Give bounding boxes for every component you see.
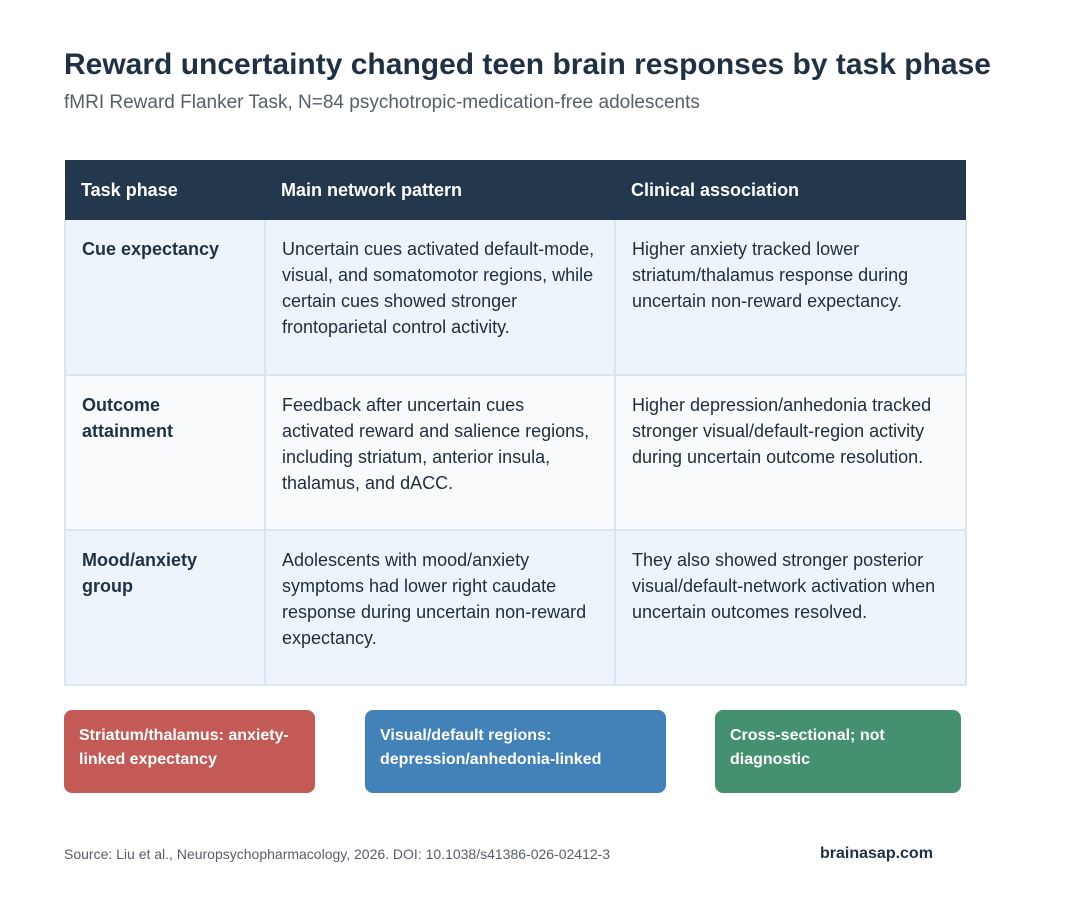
task-phase-cell: Outcome attainment bbox=[64, 374, 266, 531]
network-pattern-cell: Adolescents with mood/anxiety symptoms h… bbox=[264, 529, 616, 686]
findings-table: Task phase Main network pattern Clinical… bbox=[64, 160, 967, 686]
network-pattern-cell: Feedback after uncertain cues activated … bbox=[264, 374, 616, 531]
badge-striatum-thalamus: Striatum/thalamus: anxiety-linked expect… bbox=[64, 710, 315, 793]
page-subtitle: fMRI Reward Flanker Task, N=84 psychotro… bbox=[64, 92, 700, 113]
table-row: Mood/anxiety group Adolescents with mood… bbox=[64, 529, 967, 686]
badge-cross-sectional: Cross-sectional; not diagnostic bbox=[715, 710, 961, 793]
badge-visual-default: Visual/default regions: depression/anhed… bbox=[365, 710, 666, 793]
summary-badges: Striatum/thalamus: anxiety-linked expect… bbox=[64, 710, 964, 793]
clinical-association-cell: They also showed stronger posterior visu… bbox=[614, 529, 967, 686]
table-row: Outcome attainment Feedback after uncert… bbox=[64, 374, 967, 531]
column-header-clinical-association: Clinical association bbox=[615, 160, 966, 220]
source-citation: Source: Liu et al., Neuropsychopharmacol… bbox=[64, 846, 611, 862]
table-header: Task phase Main network pattern Clinical… bbox=[65, 160, 966, 220]
network-pattern-cell: Uncertain cues activated default-mode, v… bbox=[264, 220, 616, 376]
table-row: Cue expectancy Uncertain cues activated … bbox=[64, 220, 967, 376]
task-phase-cell: Mood/anxiety group bbox=[64, 529, 266, 686]
task-phase-cell: Cue expectancy bbox=[64, 220, 266, 376]
column-header-network-pattern: Main network pattern bbox=[265, 160, 615, 220]
clinical-association-cell: Higher anxiety tracked lower striatum/th… bbox=[614, 220, 967, 376]
column-header-task-phase: Task phase bbox=[65, 160, 265, 220]
clinical-association-cell: Higher depression/anhedonia tracked stro… bbox=[614, 374, 967, 531]
page-title: Reward uncertainty changed teen brain re… bbox=[64, 48, 991, 81]
brand-link[interactable]: brainasap.com bbox=[820, 845, 933, 862]
